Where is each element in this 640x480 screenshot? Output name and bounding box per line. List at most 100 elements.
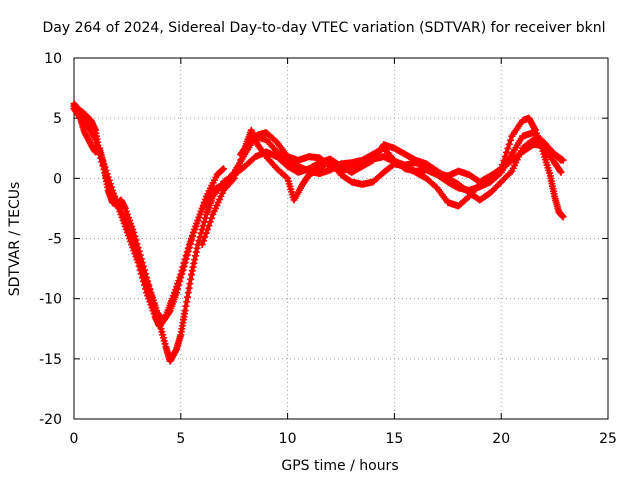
- data-point: [150, 300, 158, 308]
- data-point: [500, 157, 508, 165]
- data-point: [185, 284, 193, 292]
- y-tick-label: 10: [44, 51, 62, 67]
- data-point: [205, 222, 213, 230]
- data-point: [132, 236, 140, 244]
- x-tick-label: 5: [176, 431, 185, 447]
- grid-lines: [74, 58, 608, 419]
- data-point: [187, 271, 195, 279]
- data-point: [504, 144, 512, 152]
- data-point: [190, 259, 198, 267]
- data-point: [173, 289, 181, 297]
- y-tick-label: -15: [39, 352, 62, 368]
- data-point: [182, 255, 190, 263]
- data-point: [186, 240, 194, 248]
- data-point: [178, 270, 186, 278]
- data-point: [230, 174, 238, 182]
- data-point: [183, 293, 191, 301]
- data-point: [183, 251, 191, 259]
- chart-title: Day 264 of 2024, Sidereal Day-to-day VTE…: [43, 20, 606, 36]
- data-point: [152, 307, 160, 315]
- data-point: [188, 267, 196, 275]
- data-point: [134, 244, 142, 252]
- x-tick-label: 15: [385, 431, 403, 447]
- data-point: [191, 252, 199, 260]
- data-point: [204, 225, 211, 233]
- data-point: [198, 241, 206, 249]
- x-tick-label: 20: [492, 431, 510, 447]
- data-point: [229, 176, 237, 184]
- data-point: [181, 307, 189, 315]
- data-point: [138, 259, 146, 267]
- data-point: [146, 285, 154, 293]
- data-point: [187, 236, 195, 244]
- y-tick-label: -10: [39, 292, 62, 308]
- y-axis-label: SDTVAR / TECUs: [7, 182, 23, 297]
- data-point: [193, 244, 201, 252]
- data-point: [153, 311, 161, 319]
- data-point: [201, 233, 209, 241]
- data-point: [189, 263, 197, 271]
- data-point: [507, 168, 515, 176]
- data-point: [130, 228, 138, 236]
- data-point: [202, 229, 210, 237]
- data-point: [559, 213, 567, 221]
- data-point: [557, 168, 565, 176]
- data-point: [185, 244, 193, 252]
- data-point: [142, 270, 150, 278]
- data-point: [182, 302, 190, 310]
- data-point: [206, 218, 214, 226]
- data-point: [192, 248, 200, 256]
- data-point: [232, 171, 240, 179]
- data-point: [151, 304, 159, 312]
- data-point: [139, 262, 147, 270]
- data-point: [143, 274, 151, 282]
- data-point: [154, 315, 162, 323]
- y-tick-label: -20: [39, 412, 62, 428]
- data-point: [172, 347, 180, 355]
- data-point: [559, 156, 567, 164]
- data-point: [189, 232, 197, 240]
- data-point: [177, 274, 185, 282]
- y-tick-label: -5: [48, 232, 62, 248]
- data-point: [133, 240, 141, 248]
- data-point: [144, 277, 152, 285]
- data-point: [191, 256, 199, 264]
- series-track-5: [237, 129, 567, 186]
- y-tick-label: 0: [53, 171, 62, 187]
- data-point: [282, 173, 290, 181]
- y-tick-label: 5: [53, 111, 62, 127]
- data-point: [179, 266, 187, 274]
- data-point: [208, 214, 216, 222]
- data-point: [147, 289, 155, 297]
- y-axis: -20 -15 -10 -5 0 5 10: [39, 51, 608, 428]
- data-point: [148, 292, 156, 300]
- data-point: [507, 136, 515, 144]
- data-point: [236, 159, 244, 167]
- data-point: [187, 275, 195, 283]
- data-point: [131, 232, 139, 240]
- data-point: [145, 281, 153, 289]
- data-point: [149, 296, 157, 304]
- data-point: [174, 285, 182, 293]
- x-tick-label: 0: [70, 431, 79, 447]
- data-point: [136, 251, 144, 259]
- data-point: [234, 163, 242, 171]
- data-point: [184, 247, 192, 255]
- data-point: [200, 218, 208, 226]
- x-tick-label: 10: [279, 431, 297, 447]
- data-point: [180, 262, 188, 270]
- data-point: [501, 153, 509, 161]
- data-point: [176, 277, 184, 285]
- data-point: [505, 140, 513, 148]
- x-tick-label: 25: [599, 431, 617, 447]
- data-point: [184, 289, 192, 297]
- data-point: [220, 165, 228, 173]
- data-point: [531, 125, 539, 133]
- data-point: [233, 167, 241, 175]
- data-point: [201, 214, 209, 222]
- data-point: [137, 255, 145, 263]
- data-series: [70, 100, 567, 365]
- x-axis: 0 5 10 15 20 25: [70, 58, 617, 447]
